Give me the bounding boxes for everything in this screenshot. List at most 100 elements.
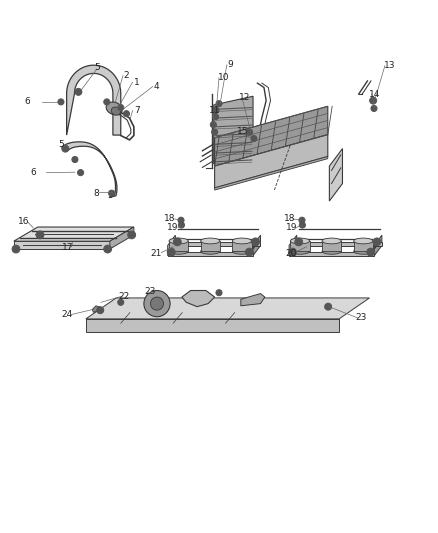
Polygon shape xyxy=(374,235,382,256)
Ellipse shape xyxy=(169,238,188,244)
Circle shape xyxy=(212,129,218,135)
Circle shape xyxy=(299,217,305,223)
Text: 13: 13 xyxy=(384,61,395,70)
Text: 12: 12 xyxy=(239,93,250,102)
Circle shape xyxy=(97,306,104,313)
Circle shape xyxy=(367,248,374,256)
Ellipse shape xyxy=(201,248,220,254)
Circle shape xyxy=(109,190,115,196)
Polygon shape xyxy=(289,252,374,256)
Circle shape xyxy=(299,222,305,228)
Polygon shape xyxy=(215,106,328,166)
Circle shape xyxy=(150,297,163,310)
Ellipse shape xyxy=(111,107,120,115)
Circle shape xyxy=(167,248,175,256)
Text: 18: 18 xyxy=(284,214,295,223)
Polygon shape xyxy=(67,65,121,135)
Circle shape xyxy=(118,104,124,111)
Text: 19: 19 xyxy=(166,223,178,232)
Circle shape xyxy=(58,99,64,105)
Text: 23: 23 xyxy=(145,287,156,296)
Ellipse shape xyxy=(322,248,341,254)
Circle shape xyxy=(104,245,112,253)
Ellipse shape xyxy=(322,238,341,244)
Circle shape xyxy=(173,238,181,246)
Ellipse shape xyxy=(354,238,373,244)
Text: 15: 15 xyxy=(237,127,249,136)
Polygon shape xyxy=(62,142,117,198)
Ellipse shape xyxy=(201,238,220,244)
Text: 8: 8 xyxy=(93,189,99,198)
Polygon shape xyxy=(253,235,261,256)
Polygon shape xyxy=(110,227,134,249)
Circle shape xyxy=(12,245,20,253)
Circle shape xyxy=(36,231,44,239)
Circle shape xyxy=(62,145,69,152)
Circle shape xyxy=(72,157,78,163)
Circle shape xyxy=(216,101,222,107)
Polygon shape xyxy=(182,290,215,306)
Polygon shape xyxy=(215,157,328,190)
Text: 22: 22 xyxy=(119,292,130,301)
Text: 4: 4 xyxy=(153,82,159,91)
Polygon shape xyxy=(215,135,328,188)
Polygon shape xyxy=(297,242,382,246)
FancyBboxPatch shape xyxy=(201,241,220,252)
Polygon shape xyxy=(92,306,99,312)
Polygon shape xyxy=(289,235,297,256)
Text: 14: 14 xyxy=(369,90,380,99)
Circle shape xyxy=(124,111,130,117)
FancyBboxPatch shape xyxy=(290,241,310,252)
Text: 23: 23 xyxy=(355,313,367,322)
Text: 20: 20 xyxy=(286,249,297,258)
Circle shape xyxy=(128,231,136,239)
Polygon shape xyxy=(214,96,253,164)
Circle shape xyxy=(251,135,257,142)
Ellipse shape xyxy=(290,248,310,254)
Circle shape xyxy=(245,248,253,256)
Polygon shape xyxy=(168,252,253,256)
Circle shape xyxy=(144,290,170,317)
Circle shape xyxy=(373,238,381,246)
Circle shape xyxy=(289,248,297,256)
Text: 5: 5 xyxy=(59,140,64,149)
Circle shape xyxy=(213,107,219,113)
Ellipse shape xyxy=(232,238,251,244)
Text: 2: 2 xyxy=(124,71,130,80)
Text: 24: 24 xyxy=(61,310,72,319)
FancyBboxPatch shape xyxy=(354,241,373,252)
Circle shape xyxy=(212,114,219,120)
Circle shape xyxy=(178,222,184,228)
Circle shape xyxy=(247,129,253,135)
Ellipse shape xyxy=(290,238,310,244)
Text: 6: 6 xyxy=(30,168,36,177)
Circle shape xyxy=(78,169,84,176)
Circle shape xyxy=(216,289,222,296)
Text: 16: 16 xyxy=(18,217,30,226)
Polygon shape xyxy=(14,241,110,249)
Circle shape xyxy=(104,99,110,105)
Text: 5: 5 xyxy=(94,63,99,72)
FancyBboxPatch shape xyxy=(322,241,341,252)
Circle shape xyxy=(118,299,124,305)
Circle shape xyxy=(251,238,259,246)
Polygon shape xyxy=(168,235,175,256)
Circle shape xyxy=(325,303,332,310)
Text: 18: 18 xyxy=(164,214,176,223)
FancyBboxPatch shape xyxy=(169,241,188,252)
Circle shape xyxy=(371,106,377,111)
Polygon shape xyxy=(329,149,343,201)
Text: 19: 19 xyxy=(286,223,297,232)
Circle shape xyxy=(178,217,184,223)
Ellipse shape xyxy=(232,248,251,254)
Text: 10: 10 xyxy=(218,73,229,82)
FancyBboxPatch shape xyxy=(232,241,251,252)
Text: 6: 6 xyxy=(25,97,31,106)
Text: 9: 9 xyxy=(228,60,233,69)
Text: 7: 7 xyxy=(134,106,140,115)
Polygon shape xyxy=(14,227,134,241)
Circle shape xyxy=(295,238,303,246)
Text: 17: 17 xyxy=(62,243,73,252)
Text: 21: 21 xyxy=(150,249,161,258)
Ellipse shape xyxy=(169,248,188,254)
